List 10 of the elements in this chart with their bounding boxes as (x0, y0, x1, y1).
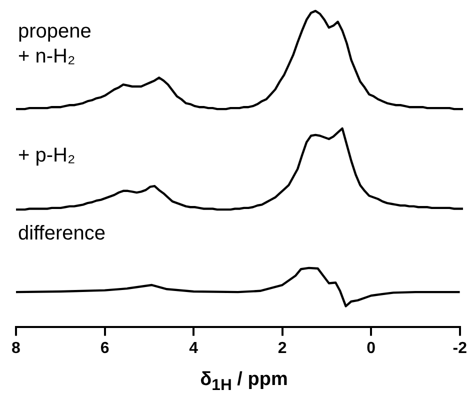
x-tick-label: 4 (189, 340, 198, 357)
annotation: + p-H₂ (18, 144, 76, 167)
x-tick-label: 6 (100, 340, 110, 357)
x-tick-label: 0 (366, 340, 376, 357)
text: difference (18, 222, 106, 245)
x-axis-title: δ$_{1H}$ / ppm (199, 368, 289, 396)
annotation: propene + n-H₂ (18, 20, 92, 68)
x-tick-label: -2 (452, 340, 468, 357)
x-tick-label: 2 (278, 340, 287, 357)
x-tick-label: 8 (12, 340, 21, 357)
